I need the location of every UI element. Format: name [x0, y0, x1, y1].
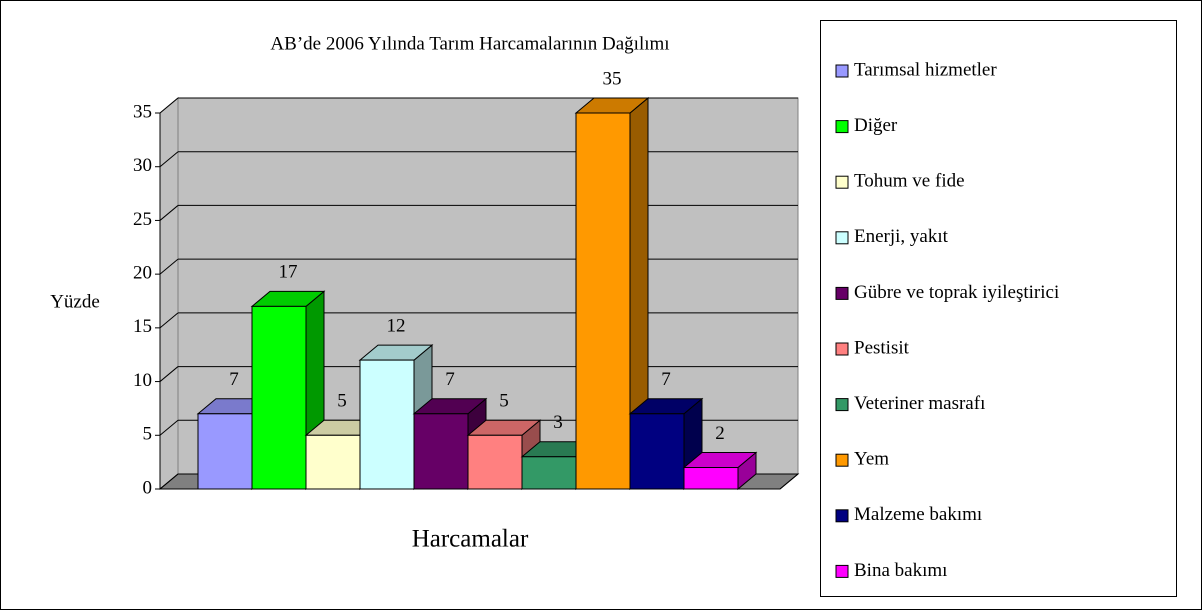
legend-label: Tohum ve fide: [854, 171, 965, 192]
data-label: 2: [715, 423, 725, 444]
grid-line: [159, 97, 179, 114]
data-label: 3: [553, 412, 563, 433]
legend-label: Enerji, yakıt: [854, 226, 949, 247]
data-label: 5: [499, 391, 509, 412]
legend-swatch: [835, 175, 849, 189]
grid-line: [159, 205, 179, 221]
bar: [251, 305, 307, 490]
y-axis-label: Yüzde: [50, 291, 100, 312]
bar: [305, 434, 361, 490]
y-tick-label: 25: [133, 209, 152, 230]
bar: [467, 434, 523, 490]
y-tick-label: 20: [133, 263, 152, 284]
y-tick-label: 0: [143, 477, 153, 498]
legend-swatch: [835, 231, 849, 245]
bar: [413, 413, 469, 490]
data-label: 17: [279, 262, 298, 283]
bar: [521, 456, 577, 490]
legend-swatch: [835, 564, 849, 578]
data-label: 35: [603, 68, 622, 89]
legend-swatch: [835, 509, 849, 523]
y-tick-label: 15: [133, 316, 152, 337]
data-label: 12: [387, 315, 406, 336]
grid-line: [159, 258, 179, 275]
side-wall: [159, 96, 179, 491]
grid-line: [159, 419, 179, 436]
legend-swatch: [835, 286, 849, 300]
legend-label: Yem: [854, 449, 889, 470]
chart-title: AB’de 2006 Yılında Tarım Harcamalarının …: [270, 33, 669, 54]
y-tick-label: 30: [133, 155, 152, 176]
legend-label: Gübre ve toprak iyileştirici: [854, 282, 1059, 303]
data-label: 5: [337, 391, 347, 412]
legend-swatch: [835, 398, 849, 412]
legend-label: Bina bakımı: [854, 560, 947, 581]
grid-line: [159, 312, 179, 329]
y-tick-label: 10: [133, 370, 152, 391]
grid-line: [159, 151, 179, 168]
legend-swatch: [835, 120, 849, 134]
y-tick-label: 5: [143, 424, 153, 445]
bar: [629, 413, 685, 490]
grid-line: [159, 366, 179, 382]
legend-swatch: [835, 64, 849, 78]
legend-label: Pestisit: [854, 337, 910, 358]
data-label: 7: [445, 369, 455, 390]
bar: [683, 467, 739, 490]
legend-label: Diğer: [854, 115, 898, 136]
legend-swatch: [835, 453, 849, 467]
legend-label: Malzeme bakımı: [854, 504, 982, 525]
grid-line: [159, 473, 179, 490]
x-axis-end: [779, 473, 799, 490]
bar: [197, 413, 253, 490]
bar: [575, 112, 631, 490]
legend-box: [820, 20, 1177, 597]
data-label: 7: [229, 369, 239, 390]
x-axis-label: Harcamalar: [412, 526, 529, 553]
y-tick-label: 35: [133, 101, 152, 122]
data-label: 7: [661, 369, 671, 390]
legend-swatch: [835, 342, 849, 356]
legend-label: Tarımsal hizmetler: [854, 59, 997, 80]
legend-label: Veteriner masrafı: [854, 393, 985, 414]
bar: [359, 359, 415, 490]
